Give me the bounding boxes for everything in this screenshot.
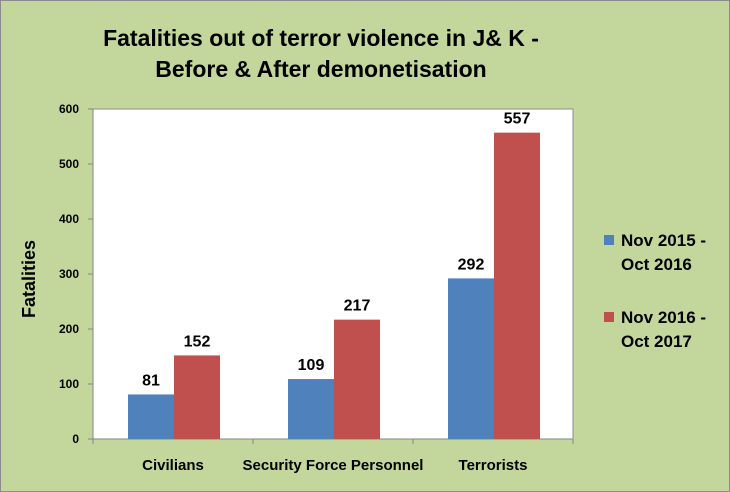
- y-tick-label: 300: [59, 267, 79, 281]
- bar-series-1: [128, 394, 174, 439]
- y-tick-label: 100: [59, 377, 79, 391]
- data-label: 152: [184, 333, 211, 350]
- legend-swatch: [604, 235, 614, 245]
- bar-series-2: [494, 132, 540, 439]
- data-label: 109: [298, 357, 325, 374]
- bar-series-2: [334, 319, 380, 439]
- bar-series-1: [448, 278, 494, 439]
- legend-label: Nov 2016 -: [621, 308, 706, 327]
- bar-series-2: [174, 355, 220, 439]
- data-label: 292: [458, 256, 485, 273]
- y-tick-label: 500: [59, 157, 79, 171]
- legend-label: Oct 2016: [621, 255, 692, 274]
- chart-title-line-2: Before & After demonetisation: [155, 56, 487, 82]
- data-label: 81: [142, 372, 160, 389]
- x-tick-label: Civilians: [142, 457, 204, 474]
- legend-label: Oct 2017: [621, 332, 692, 351]
- bar-series-1: [288, 379, 334, 439]
- y-tick-label: 400: [59, 212, 79, 226]
- legend-swatch: [604, 312, 614, 322]
- data-label: 557: [504, 111, 531, 128]
- x-tick-label: Security Force Personnel: [243, 457, 424, 474]
- chart-title-line-1: Fatalities out of terror violence in J& …: [103, 25, 539, 51]
- y-tick-label: 200: [59, 322, 79, 336]
- chart-title: Fatalities out of terror violence in J& …: [61, 23, 581, 85]
- y-tick-label: 600: [59, 102, 79, 116]
- x-tick-label: Terrorists: [459, 457, 528, 474]
- y-tick-label: 0: [72, 432, 79, 446]
- y-axis-title: Fatalities: [19, 240, 39, 318]
- data-label: 217: [344, 298, 371, 315]
- legend-label: Nov 2015 -: [621, 231, 706, 250]
